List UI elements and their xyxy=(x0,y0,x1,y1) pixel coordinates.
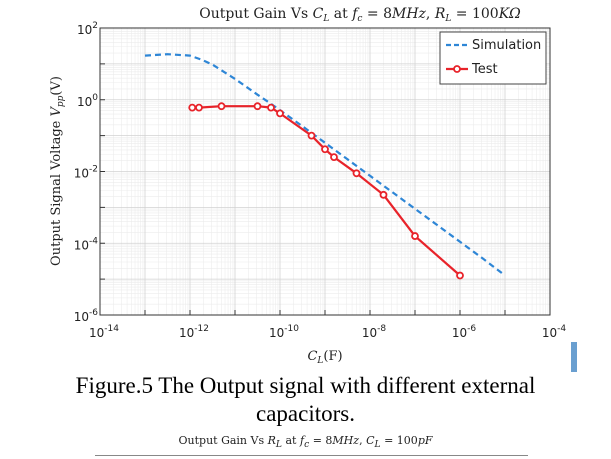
legend: Simulation Test xyxy=(439,31,547,85)
y-tick-label: 10-2 xyxy=(74,165,98,181)
x-axis-label: CL(F) xyxy=(307,349,342,366)
legend-test-marker xyxy=(453,65,461,73)
test-data-point xyxy=(253,102,262,111)
x-tick-label: 10-14 xyxy=(89,324,119,340)
next-figure-top-rule xyxy=(95,455,528,456)
chart-title: Output Gain Vs CL at fc = 8MHz, RL = 100… xyxy=(199,6,521,24)
x-tick-label: 10-4 xyxy=(542,324,567,340)
test-data-point xyxy=(352,169,361,178)
test-data-point xyxy=(217,102,226,111)
figure-caption-line1: Figure.5 The Output signal with differen… xyxy=(75,373,536,398)
x-tick-label: 10-8 xyxy=(362,324,387,340)
x-tick-label: 10-6 xyxy=(452,324,477,340)
test-data-point xyxy=(276,109,284,118)
test-data-point xyxy=(321,145,329,154)
y-tick-labels: 10-6 10-4 10-2 100 102 xyxy=(74,21,99,324)
legend-box xyxy=(439,31,547,85)
test-data-point xyxy=(267,103,275,112)
x-tick-label: 10-12 xyxy=(179,324,209,340)
test-data-point xyxy=(330,153,338,162)
y-tick-label: 10-6 xyxy=(74,308,99,324)
series-markers-test xyxy=(188,102,464,280)
test-data-point xyxy=(411,232,419,240)
test-data-point xyxy=(379,190,388,199)
y-tick-label: 10-4 xyxy=(74,236,99,252)
test-data-point xyxy=(195,103,203,112)
plot-frame xyxy=(99,27,551,316)
legend-test-label: Test xyxy=(471,62,498,77)
text-cursor-marker xyxy=(571,342,577,372)
test-data-point xyxy=(456,271,464,280)
figure-caption-line2: capacitors. xyxy=(256,401,355,426)
x-tick-labels: 10-14 10-12 10-10 10-8 10-6 10-4 xyxy=(89,324,566,340)
x-tick-label: 10-10 xyxy=(269,324,299,340)
next-figure-title: Output Gain Vs RL at fc = 8MHz, CL = 100… xyxy=(178,434,433,451)
legend-simulation-label: Simulation xyxy=(472,38,541,53)
y-axis-label: Output Signal Voltage Vpp(V) xyxy=(49,76,66,266)
y-tick-label: 100 xyxy=(77,93,98,109)
figure-caption: Figure.5 The Output signal with differen… xyxy=(0,372,611,428)
chart-svg: Output Gain Vs CL at fc = 8MHz, RL = 100… xyxy=(49,6,566,366)
y-tick-label: 102 xyxy=(77,21,98,37)
test-data-point xyxy=(188,103,197,112)
test-data-point xyxy=(307,131,316,140)
